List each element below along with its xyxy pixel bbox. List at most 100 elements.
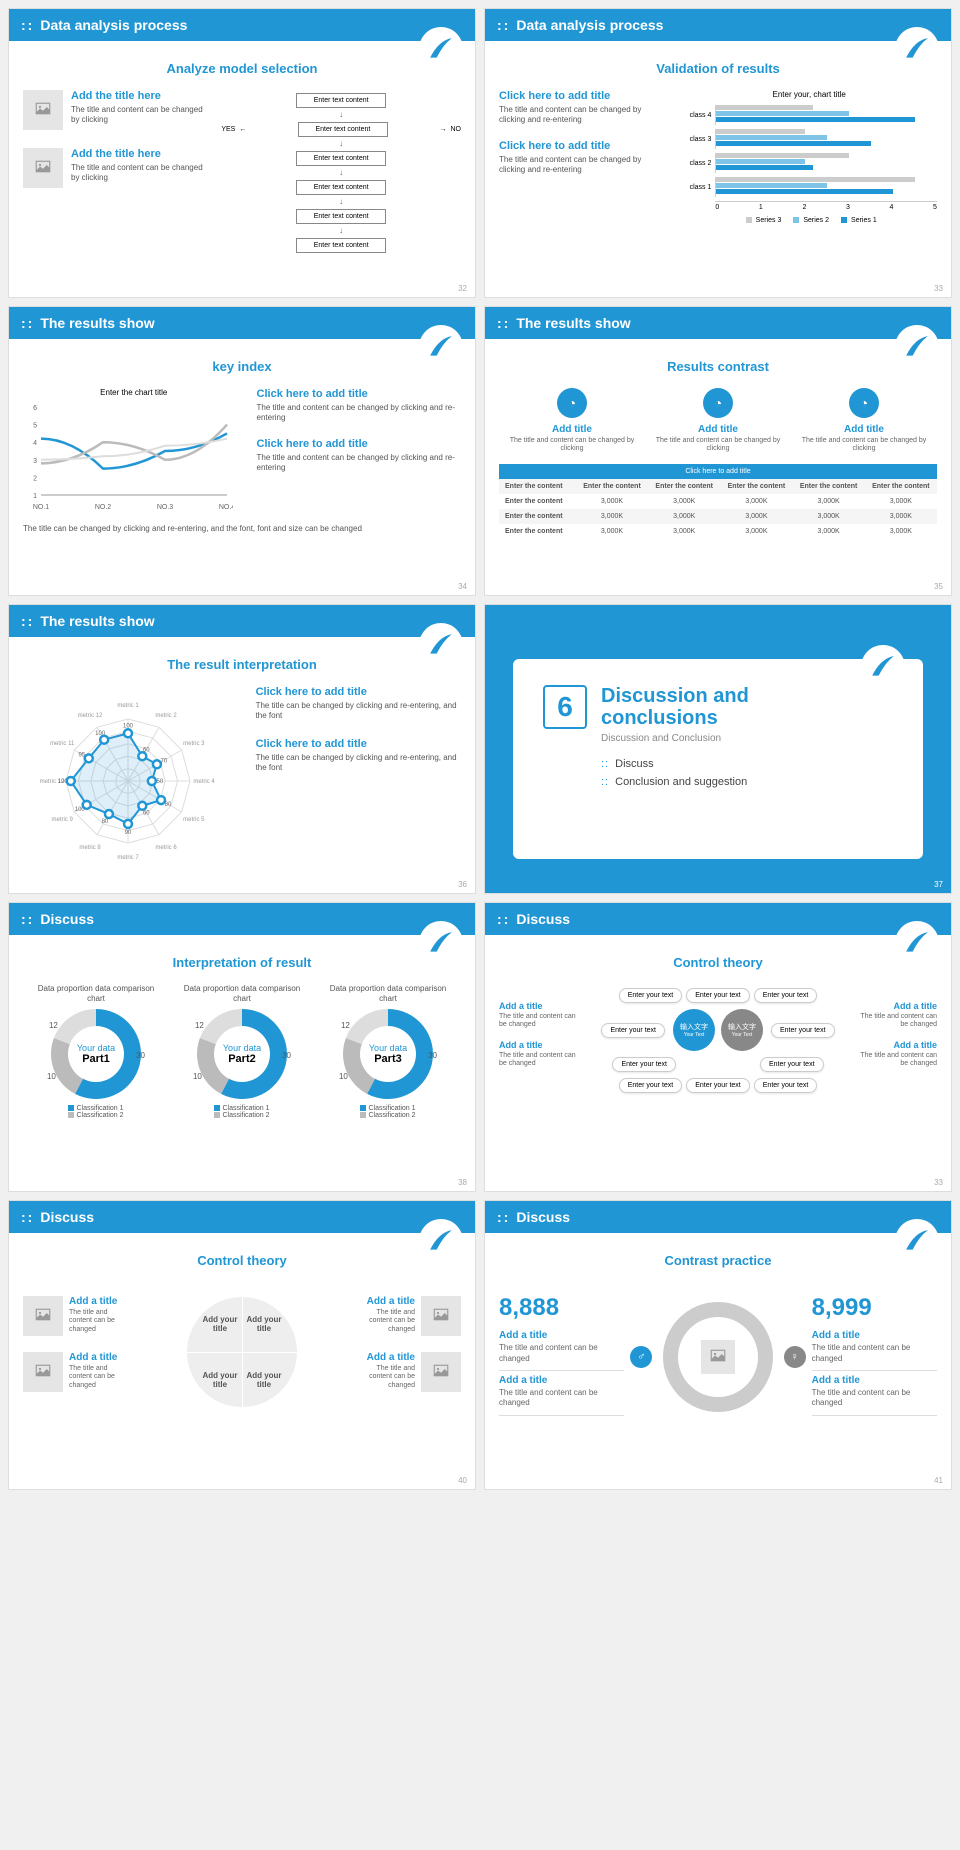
stat-number: 8,888 xyxy=(499,1294,624,1322)
item-desc: The title and content can be changed by … xyxy=(257,453,461,474)
pie-icon: ◔ xyxy=(849,388,879,418)
section-subtitle: Discussion and Conclusion xyxy=(601,733,749,744)
slide-3: The results show key index Enter the cha… xyxy=(8,306,476,596)
data-table: Click here to add titleEnter the content… xyxy=(499,464,937,539)
svg-text:60: 60 xyxy=(143,811,150,817)
chart-legend: Series 3Series 2Series 1 xyxy=(681,217,937,224)
svg-text:NO.3: NO.3 xyxy=(157,504,173,511)
svg-text:5: 5 xyxy=(33,423,37,430)
svg-text:metric 7: metric 7 xyxy=(117,855,139,861)
section-number: 6 xyxy=(543,685,587,729)
item-desc: The title and content can be changed by … xyxy=(499,105,669,126)
item-title: Add the title here xyxy=(71,148,211,160)
logo-icon xyxy=(419,1219,463,1263)
logo-icon xyxy=(895,921,939,965)
image-placeholder-icon xyxy=(421,1296,461,1336)
flow-node: Enter text content xyxy=(296,238,386,253)
logo-icon xyxy=(895,27,939,71)
svg-text:metric 5: metric 5 xyxy=(183,817,205,823)
slide-4: The results show Results contrast ◔Add t… xyxy=(484,306,952,596)
svg-text:metric 8: metric 8 xyxy=(79,845,101,851)
svg-text:metric 2: metric 2 xyxy=(155,713,177,719)
svg-text:6: 6 xyxy=(33,405,37,412)
slide-8: Discuss Control theory Add a titleThe ti… xyxy=(484,902,952,1192)
svg-text:metric 11: metric 11 xyxy=(50,741,75,747)
bar-chart: Enter your, chart title class 4class 3cl… xyxy=(681,90,937,224)
svg-text:80: 80 xyxy=(165,802,172,808)
svg-text:90: 90 xyxy=(125,830,132,836)
item-title: Click here to add title xyxy=(256,686,461,698)
page-number: 33 xyxy=(934,1178,943,1187)
logo-icon xyxy=(419,623,463,667)
subtitle: Validation of results xyxy=(499,61,937,76)
line-chart: 1 2 3 4 5 6 NO.1 NO.2 NO.3 NO.4 xyxy=(23,401,233,511)
item-desc: The title and content can be changed by … xyxy=(71,163,211,184)
page-number: 37 xyxy=(934,880,943,889)
logo-icon xyxy=(895,1219,939,1263)
slide-header: Data analysis process xyxy=(485,9,951,41)
subtitle: Control theory xyxy=(23,1253,461,1268)
icon-block: ◔Add titleThe title and content can be c… xyxy=(506,388,637,454)
image-placeholder-icon xyxy=(23,1296,63,1336)
slide-header: The results show xyxy=(9,307,475,339)
page-number: 41 xyxy=(934,1476,943,1485)
svg-text:metric 6: metric 6 xyxy=(155,845,177,851)
svg-text:4: 4 xyxy=(33,440,37,447)
item-title: Click here to add title xyxy=(499,140,669,152)
page-number: 36 xyxy=(458,880,467,889)
image-placeholder-icon xyxy=(23,148,63,188)
page-number: 32 xyxy=(458,284,467,293)
right-column: 8,999 Add a titleThe title and content c… xyxy=(812,1294,937,1420)
slide-1: Data analysis process Analyze model sele… xyxy=(8,8,476,298)
icon-block: ◔Add titleThe title and content can be c… xyxy=(652,388,783,454)
svg-text:80: 80 xyxy=(102,819,109,825)
svg-text:metric 1: metric 1 xyxy=(117,703,139,709)
female-icon: ♀ xyxy=(784,1346,806,1368)
item-title: Click here to add title xyxy=(256,738,461,750)
logo-icon xyxy=(419,921,463,965)
slide-header: The results show xyxy=(9,605,475,637)
list-item: Add a titleThe title and content can be … xyxy=(356,1352,462,1392)
subtitle: key index xyxy=(23,359,461,374)
page-number: 35 xyxy=(934,582,943,591)
svg-text:NO.2: NO.2 xyxy=(95,504,111,511)
slide-5: The results show The result interpretati… xyxy=(8,604,476,894)
diagram: Enter your textEnter your textEnter your… xyxy=(582,984,855,1095)
chart-title: Enter your, chart title xyxy=(681,90,937,99)
item-desc: The title and content can be changed by … xyxy=(257,403,461,424)
svg-text:metric 4: metric 4 xyxy=(193,779,215,785)
svg-text:3: 3 xyxy=(33,458,37,465)
page-number: 33 xyxy=(934,284,943,293)
slide-9: Discuss Control theory Add a titleThe ti… xyxy=(8,1200,476,1490)
logo-icon xyxy=(419,325,463,369)
flow-node: Enter text content xyxy=(298,122,388,137)
svg-text:1: 1 xyxy=(33,493,37,500)
no-label: NO xyxy=(451,126,462,133)
svg-text:NO.4: NO.4 xyxy=(219,504,233,511)
list-item: Discuss xyxy=(601,758,893,770)
svg-text:NO.1: NO.1 xyxy=(33,504,49,511)
slide-10: Discuss Contrast practice 8,888 Add a ti… xyxy=(484,1200,952,1490)
slide-header: Discuss xyxy=(485,1201,951,1233)
list-item: Add the title here The title and content … xyxy=(23,148,211,188)
subtitle: Analyze model selection xyxy=(23,61,461,76)
subtitle: Contrast practice xyxy=(499,1253,937,1268)
pie-icon: ◔ xyxy=(557,388,587,418)
image-placeholder-icon xyxy=(23,1352,63,1392)
item-desc: The title can be changed by clicking and… xyxy=(256,753,461,774)
item-title: Click here to add title xyxy=(499,90,669,102)
male-icon: ♂ xyxy=(630,1346,652,1368)
logo-icon xyxy=(895,325,939,369)
item-desc: The title can be changed by clicking and… xyxy=(256,701,461,722)
item-title: Add the title here xyxy=(71,90,211,102)
list-item: Add the title hereThe title and content … xyxy=(23,90,211,130)
svg-text:metric 3: metric 3 xyxy=(183,741,205,747)
page-number: 40 xyxy=(458,1476,467,1485)
logo-icon xyxy=(419,27,463,71)
logo-icon xyxy=(861,645,905,689)
subtitle: Results contrast xyxy=(499,359,937,374)
right-column: Add a titleThe title and content can be … xyxy=(860,1001,937,1079)
section-title: Discussion andconclusions xyxy=(601,685,749,729)
svg-text:2: 2 xyxy=(33,475,37,482)
icon-block: ◔Add titleThe title and content can be c… xyxy=(798,388,929,454)
